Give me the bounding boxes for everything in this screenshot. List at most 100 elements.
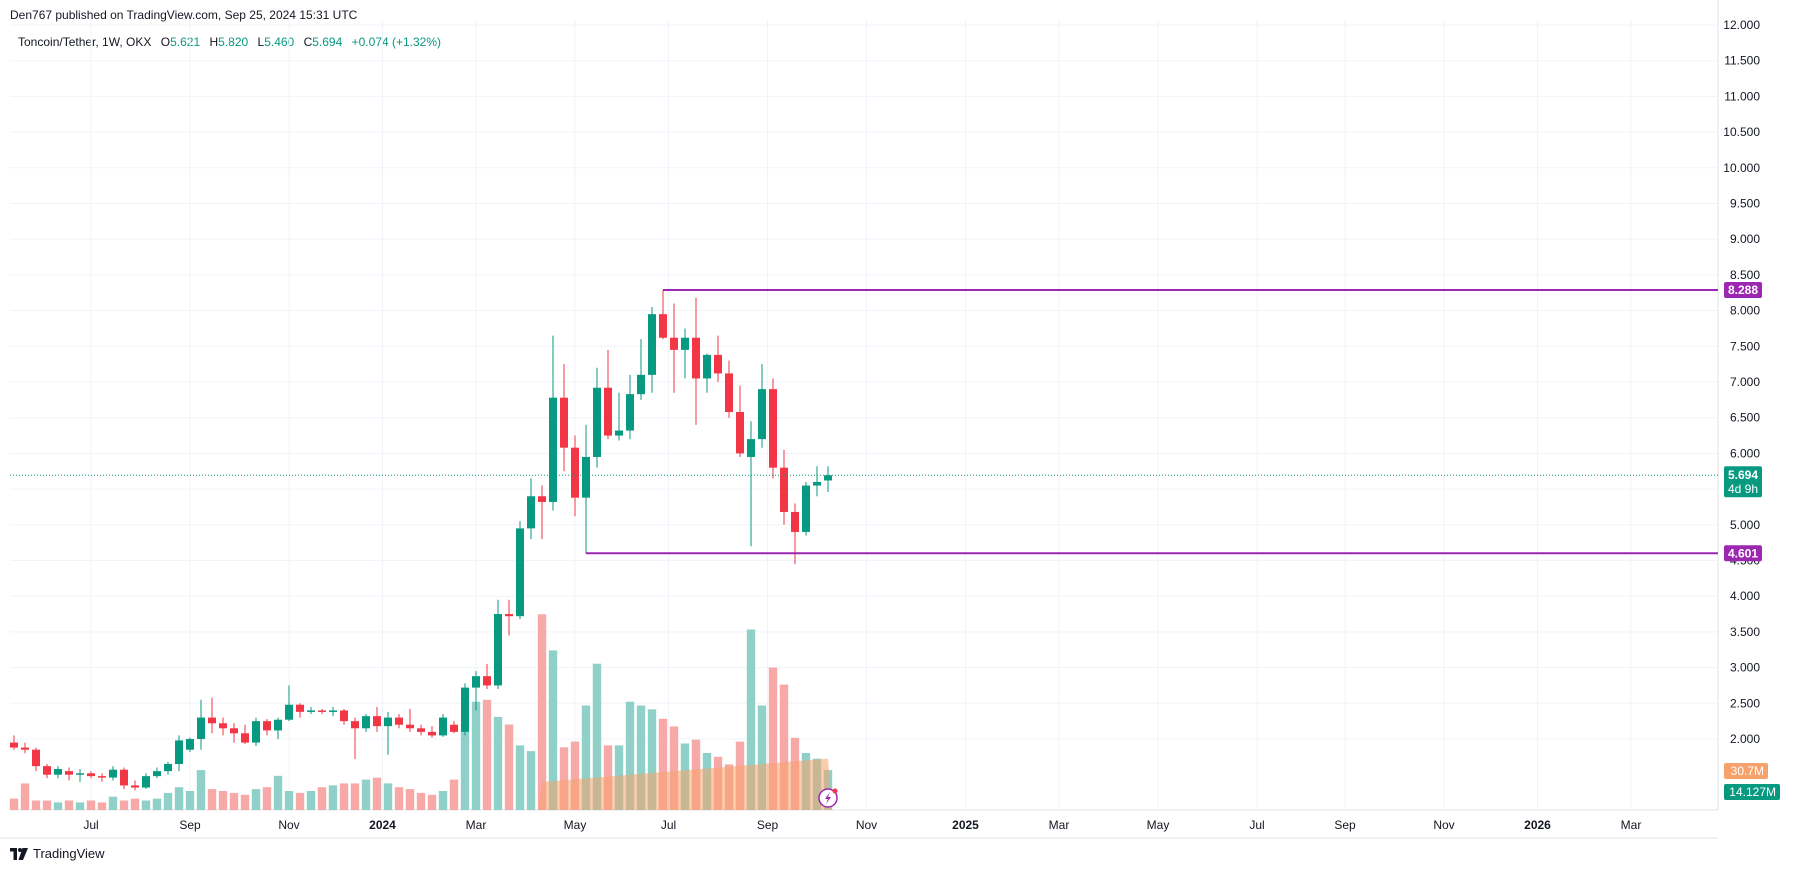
candle-body	[439, 717, 447, 736]
volume-bar	[284, 791, 294, 810]
volume-bar	[130, 798, 140, 810]
candle-body	[32, 749, 40, 767]
volume-bar	[240, 794, 250, 810]
candle-body	[593, 387, 601, 457]
volume-bar	[405, 789, 415, 810]
tradingview-logo[interactable]: TradingView	[10, 846, 105, 861]
candle-body	[76, 773, 84, 775]
volume-bar	[515, 745, 525, 810]
candle-body	[274, 719, 282, 731]
candle-body	[252, 721, 260, 743]
y-tick-label: 4.000	[1730, 589, 1760, 603]
volume-bar	[504, 724, 514, 810]
x-tick-label: Mar	[1049, 818, 1070, 832]
low-value: 5.460	[264, 35, 295, 49]
volume-bar	[97, 802, 107, 810]
x-tick-label: Mar	[466, 818, 487, 832]
volume-bar	[559, 747, 569, 810]
x-tick-label: Sep	[179, 818, 201, 832]
x-tick-label: Nov	[1433, 818, 1454, 832]
candle-body	[604, 387, 612, 436]
y-tick-label: 9.000	[1730, 232, 1760, 246]
candle-body	[538, 496, 546, 502]
candle-body	[131, 785, 139, 788]
y-tick-label: 12.000	[1723, 18, 1760, 32]
volume-ma-tag	[1724, 763, 1768, 779]
y-tick-label: 6.000	[1730, 446, 1760, 460]
volume-bar	[9, 798, 19, 810]
x-tick-label: Sep	[1334, 818, 1356, 832]
volume-bar	[460, 730, 470, 810]
volume-bar	[372, 777, 382, 810]
bar-countdown-label: 4d 9h	[1728, 482, 1758, 496]
volume-bar	[383, 783, 393, 810]
candle-body	[461, 687, 469, 732]
volume-bar	[416, 792, 426, 810]
x-tick-label: Jul	[661, 818, 676, 832]
candle-body	[681, 337, 689, 350]
open-value: 5.621	[170, 35, 201, 49]
x-tick-label: Nov	[856, 818, 877, 832]
candle-body	[736, 411, 744, 454]
candle-body	[241, 733, 249, 743]
volume-bar	[482, 699, 492, 810]
candle-body	[670, 337, 678, 350]
change-value: +0.074 (+1.32%)	[351, 35, 442, 49]
candle-body	[494, 614, 502, 686]
low-label: L	[257, 35, 265, 49]
close-label: C	[303, 35, 313, 49]
candle-body	[219, 723, 227, 729]
candle-body	[659, 314, 667, 338]
candle-body	[428, 731, 436, 736]
candle-body	[417, 728, 425, 732]
open-label: O	[160, 35, 171, 49]
volume-bar	[229, 792, 239, 810]
alert-dot-icon	[832, 788, 838, 794]
volume-bar	[394, 787, 404, 810]
volume-bar	[163, 792, 173, 810]
candle-body	[384, 717, 392, 727]
tradingview-logo-icon	[10, 847, 28, 860]
candle-body	[780, 467, 788, 512]
candle-body	[505, 614, 513, 617]
y-tick-label: 8.500	[1730, 268, 1760, 282]
volume-ma-label: 30.7M	[1731, 764, 1764, 778]
volume-bar	[669, 726, 679, 810]
support-price-label: 4.601	[1728, 546, 1758, 560]
candle-body	[153, 771, 161, 777]
candle-body	[340, 710, 348, 722]
volume-bar	[295, 792, 305, 810]
volume-bar	[141, 800, 151, 810]
volume-bar	[361, 779, 371, 810]
y-tick-label: 2.000	[1730, 732, 1760, 746]
y-tick-label: 10.000	[1723, 161, 1760, 175]
x-tick-label: 2025	[952, 818, 979, 832]
volume-bar	[581, 705, 591, 810]
candle-body	[65, 771, 73, 775]
volume-bar	[218, 791, 228, 810]
volume-bar	[625, 701, 635, 810]
volume-bar	[64, 800, 74, 810]
candle-body	[560, 397, 568, 448]
candle-body	[197, 717, 205, 739]
y-tick-label: 6.500	[1730, 411, 1760, 425]
symbol-name[interactable]: Toncoin/Tether, 1W, OKX	[18, 35, 152, 49]
candle-body	[318, 710, 326, 712]
candle-body	[527, 496, 535, 529]
symbol-legend: Toncoin/Tether, 1W, OKX O5.621 H5.820 L5…	[18, 35, 441, 49]
candle-body	[120, 769, 128, 786]
candle-body	[285, 704, 293, 720]
volume-bar	[339, 783, 349, 810]
y-tick-label: 10.500	[1723, 125, 1760, 139]
candle-body	[21, 747, 29, 750]
volume-bar	[119, 800, 129, 810]
volume-bar	[273, 775, 283, 810]
y-tick-label: 3.000	[1730, 661, 1760, 675]
x-tick-label: Sep	[757, 818, 779, 832]
candle-body	[637, 374, 645, 395]
volume-bar	[647, 709, 657, 810]
candle-body	[307, 710, 315, 712]
candle-body	[296, 704, 304, 712]
candle-body	[802, 485, 810, 532]
